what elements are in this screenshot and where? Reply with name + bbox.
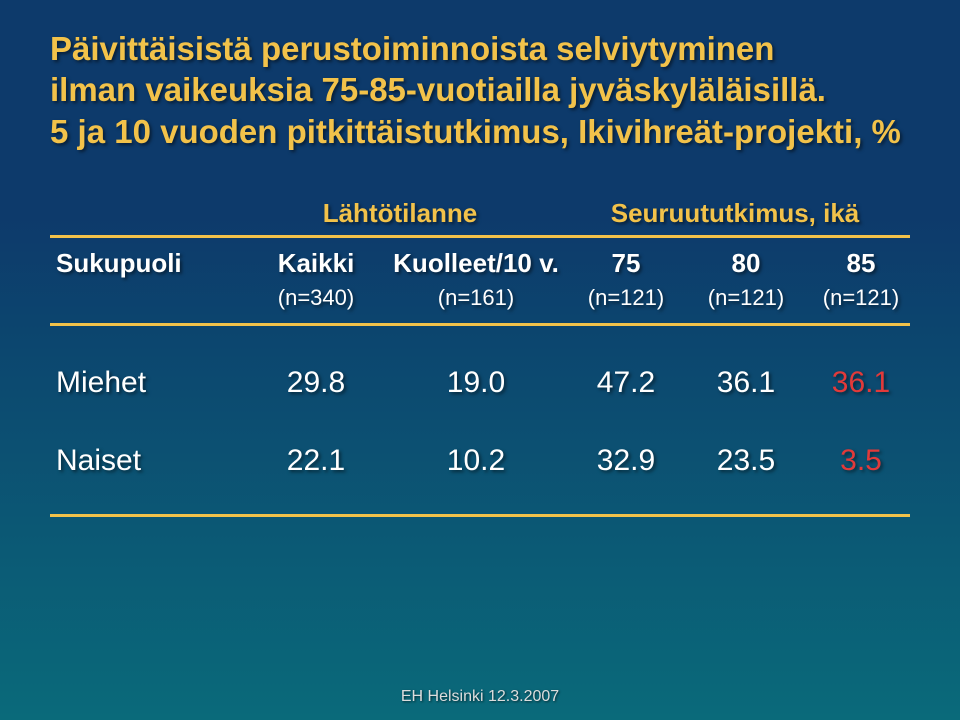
- n-kaikki: (n=340): [246, 285, 386, 311]
- col-75: 75: [566, 248, 686, 279]
- col-80: 80: [686, 248, 806, 279]
- header-right: Seuruututkimus, ikä: [611, 198, 860, 228]
- footer-text: EH Helsinki 12.3.2007: [0, 688, 960, 706]
- group-headers: Lähtötilanne Seuruututkimus, ikä: [50, 198, 910, 229]
- rowgroup-label: Sukupuoli: [50, 248, 246, 279]
- header-spacer: [50, 198, 240, 229]
- cell: 22.1: [246, 444, 386, 478]
- n-kuolleet: (n=161): [386, 285, 566, 311]
- cell-accent: 36.1: [806, 366, 916, 400]
- n-75: (n=121): [566, 285, 686, 311]
- column-subheaders: (n=340) (n=161) (n=121) (n=121) (n=121): [50, 285, 910, 311]
- n-85: (n=121): [806, 285, 916, 311]
- col-85: 85: [806, 248, 916, 279]
- rule: [50, 514, 910, 517]
- cell: 19.0: [386, 366, 566, 400]
- table-row: Naiset 22.1 10.2 32.9 23.5 3.5: [50, 444, 910, 478]
- title-line-2: ilman vaikeuksia 75-85-vuotiailla jyväsk…: [50, 69, 910, 110]
- cell: 36.1: [686, 366, 806, 400]
- cell: 10.2: [386, 444, 566, 478]
- slide-title: Päivittäisistä perustoiminnoista selviyt…: [50, 28, 910, 152]
- cell: 32.9: [566, 444, 686, 478]
- rule: [50, 235, 910, 238]
- row-label-naiset: Naiset: [50, 444, 246, 478]
- title-line-1: Päivittäisistä perustoiminnoista selviyt…: [50, 28, 910, 69]
- header-left: Lähtötilanne: [323, 198, 478, 228]
- table-row: Miehet 29.8 19.0 47.2 36.1 36.1: [50, 366, 910, 400]
- rule: [50, 323, 910, 326]
- n-80: (n=121): [686, 285, 806, 311]
- title-line-3: 5 ja 10 vuoden pitkittäistutkimus, Ikivi…: [50, 111, 910, 152]
- row-label-miehet: Miehet: [50, 366, 246, 400]
- column-headers: Sukupuoli Kaikki Kuolleet/10 v. 75 80 85: [50, 248, 910, 279]
- cell: 29.8: [246, 366, 386, 400]
- cell: 23.5: [686, 444, 806, 478]
- cell-accent: 3.5: [806, 444, 916, 478]
- cell: 47.2: [566, 366, 686, 400]
- slide: Päivittäisistä perustoiminnoista selviyt…: [0, 0, 960, 720]
- col-kuolleet: Kuolleet/10 v.: [386, 248, 566, 279]
- col-kaikki: Kaikki: [246, 248, 386, 279]
